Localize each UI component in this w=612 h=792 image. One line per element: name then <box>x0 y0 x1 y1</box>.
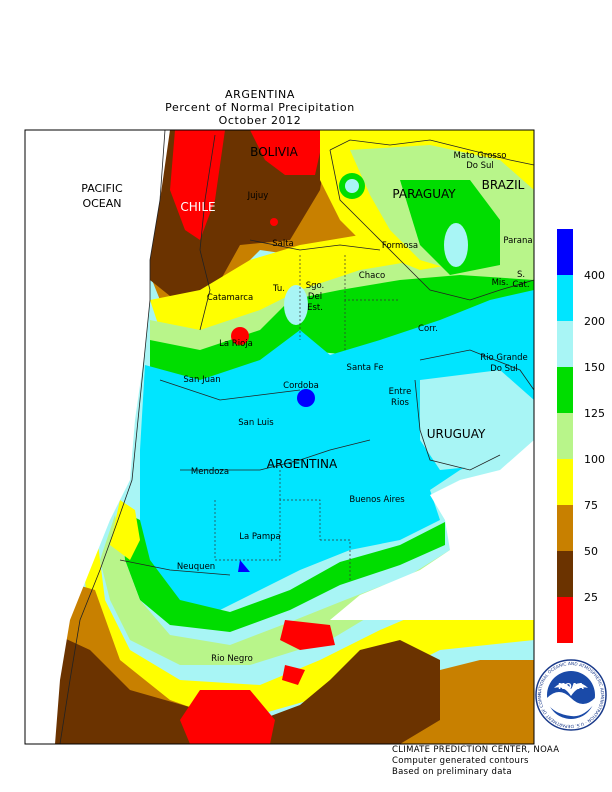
label-la-pampa: La Pampa <box>239 532 280 542</box>
legend-colorbar <box>557 229 573 643</box>
map-frame <box>24 129 535 745</box>
label-mendoza: Mendoza <box>191 467 229 477</box>
label-rio-grande-2: Do Sul <box>490 364 518 374</box>
province-lines <box>214 255 400 580</box>
footer-credit: CLIMATE PREDICTION CENTER, NOAA <box>392 745 560 755</box>
label-formosa: Formosa <box>382 241 418 251</box>
label-san-juan: San Juan <box>183 375 220 385</box>
legend-swatch <box>557 367 573 413</box>
legend-swatch <box>557 459 573 505</box>
label-sgo-2: Del <box>308 292 322 302</box>
border-lines <box>59 129 535 745</box>
legend-label-125: 125 <box>584 407 605 420</box>
label-sgo-1: Sgo. <box>306 281 325 291</box>
legend-label-25: 25 <box>584 591 598 604</box>
label-salta: Salta <box>272 239 294 249</box>
label-rio-negro: Rio Negro <box>211 654 253 664</box>
legend-swatch <box>557 321 573 367</box>
label-brazil: BRAZIL <box>482 178 525 192</box>
legend-label-50: 50 <box>584 545 598 558</box>
map-title-subtitle: Percent of Normal Precipitation <box>165 101 355 114</box>
label-chaco: Chaco <box>359 271 385 281</box>
legend-label-400: 400 <box>584 269 605 282</box>
label-uruguay: URUGUAY <box>427 427 486 441</box>
footer-note-1: Computer generated contours <box>392 756 529 766</box>
label-parana: Parana <box>503 236 532 246</box>
map-title-country: ARGENTINA <box>225 88 295 101</box>
footer-note-2: Based on preliminary data <box>392 767 512 777</box>
label-buenos-aires: Buenos Aires <box>349 495 405 505</box>
legend-label-200: 200 <box>584 315 605 328</box>
legend-label-75: 75 <box>584 499 598 512</box>
label-pacific: PACIFIC <box>81 182 123 195</box>
label-bolivia: BOLIVIA <box>250 145 298 159</box>
label-misiones: Mis. <box>492 278 509 288</box>
label-paraguay: PARAGUAY <box>392 187 456 201</box>
map-title-period: October 2012 <box>218 114 302 127</box>
label-la-rioja: La Rioja <box>219 339 253 349</box>
legend-swatch <box>557 229 573 275</box>
label-chile: CHILE <box>180 200 215 214</box>
map-labels: PACIFIC OCEAN CHILE BOLIVIA PARAGUAY BRA… <box>81 145 532 664</box>
legend-swatch <box>557 505 573 551</box>
legend-swatch <box>557 413 573 459</box>
label-entre-rios-2: Rios <box>391 398 409 408</box>
label-sc-1: S. <box>517 270 525 280</box>
label-catamarca: Catamarca <box>207 293 253 303</box>
label-sc-2: Cat. <box>512 280 529 290</box>
label-argentina: ARGENTINA <box>267 457 338 471</box>
label-cordoba: Cordoba <box>283 381 319 391</box>
legend-label-100: 100 <box>584 453 605 466</box>
noaa-logo-icon: NATIONAL OCEANIC AND ATMOSPHERIC ADMINIS… <box>534 658 607 731</box>
label-mato-grosso: Mato Grosso <box>454 151 507 161</box>
noaa-logo-text: NOAA <box>558 682 584 691</box>
label-san-luis: San Luis <box>238 418 274 428</box>
legend-swatch <box>557 275 573 321</box>
label-corrientes: Corr. <box>418 324 438 334</box>
label-neuquen: Neuquen <box>177 562 215 572</box>
label-sgo-3: Est. <box>307 303 323 313</box>
legend-label-150: 150 <box>584 361 605 374</box>
label-ocean: OCEAN <box>82 197 121 210</box>
label-entre-rios: Entre <box>389 387 412 397</box>
label-santa-fe: Santa Fe <box>347 363 384 373</box>
legend-swatch <box>557 597 573 643</box>
label-mato-grosso-2: Do Sul <box>466 161 494 171</box>
label-rio-grande: Rio Grande <box>480 353 527 363</box>
label-tucuman: Tu. <box>272 284 285 294</box>
legend-swatch <box>557 551 573 597</box>
label-jujuy: Jujuy <box>247 191 269 201</box>
contour-fill-layer <box>25 130 534 744</box>
